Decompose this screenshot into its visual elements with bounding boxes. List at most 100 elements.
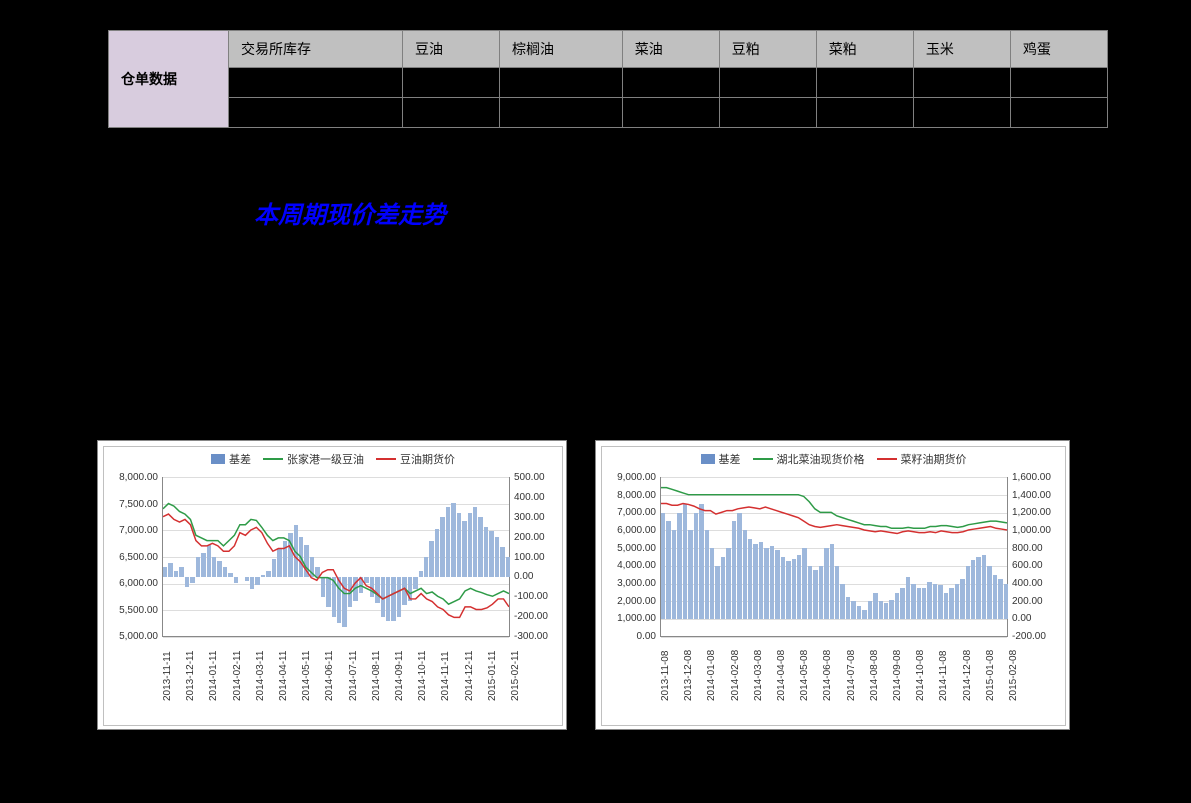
x-tick-label: 2014-06-11 [324,651,335,701]
x-tick-label: 2014-04-08 [776,650,787,701]
y-tick-label: 1,200.00 [1012,507,1062,518]
y-tick-label: 100.00 [514,552,564,563]
y-tick-label: 200.00 [1012,596,1062,607]
y-tick-label: 5,000.00 [106,631,158,642]
table-cell [816,68,913,98]
y-tick-label: 0.00 [604,631,656,642]
table-cell [719,98,816,128]
x-tick-label: 2014-07-11 [348,651,359,701]
col-header: 豆油 [402,31,499,68]
y-tick-label: 400.00 [1012,578,1062,589]
y-tick-label: 1,000.00 [1012,525,1062,536]
y-tick-label: -200.00 [1012,631,1062,642]
y-tick-label: 9,000.00 [604,472,656,483]
table-cell [622,98,719,128]
x-tick-label: 2014-11-08 [938,651,949,701]
y-tick-label: 7,000.00 [604,507,656,518]
chart-legend: 基差张家港一级豆油豆油期货价 [211,451,455,467]
y-tick-label: -200.00 [514,611,564,622]
col-header: 豆粕 [719,31,816,68]
y-tick-label: 8,000.00 [604,490,656,501]
x-tick-label: 2014-03-11 [255,651,266,701]
y-tick-label: -300.00 [514,631,564,642]
col-header: 菜粕 [816,31,913,68]
x-tick-label: 2015-02-08 [1008,650,1019,701]
y-tick-label: 0.00 [514,571,564,582]
x-tick-label: 2015-02-11 [510,651,521,701]
x-tick-label: 2013-12-08 [683,650,694,701]
y-tick-label: 1,400.00 [1012,490,1062,501]
legend-item: 豆油期货价 [376,451,455,467]
x-tick-label: 2013-12-11 [185,651,196,701]
legend-item: 湖北菜油现货价格 [753,451,865,467]
x-tick-label: 2014-02-11 [232,651,243,701]
y-tick-label: 500.00 [514,472,564,483]
section-title: 本周期现价差走势 [254,195,446,230]
x-tick-label: 2014-12-11 [464,651,475,701]
legend-item: 菜籽油期货价 [877,451,967,467]
table-cell [1010,98,1107,128]
table-cell [500,68,623,98]
table-cell [1010,68,1107,98]
y-tick-label: 5,500.00 [106,605,158,616]
legend-item: 基差 [211,451,251,467]
y-tick-label: 6,500.00 [106,552,158,563]
table-cell [719,68,816,98]
y-tick-label: 4,000.00 [604,560,656,571]
col-header: 玉米 [913,31,1010,68]
x-tick-label: 2014-08-11 [371,651,382,701]
y-tick-label: 1,000.00 [604,613,656,624]
y-tick-label: 2,000.00 [604,596,656,607]
warehouse-data-table: 仓单数据 交易所库存 豆油 棕榈油 菜油 豆粕 菜粕 玉米 鸡蛋 [108,30,1108,128]
table-cell [229,98,403,128]
y-tick-label: -100.00 [514,591,564,602]
y-tick-label: 1,600.00 [1012,472,1062,483]
rapeseed-oil-chart: 基差湖北菜油现货价格菜籽油期货价 9,000.00 8,000.00 7,000.00… [595,440,1070,730]
y-tick-label: 600.00 [1012,560,1062,571]
x-tick-label: 2014-06-08 [822,650,833,701]
y-tick-label: 6,000.00 [604,525,656,536]
table-cell [402,98,499,128]
y-tick-label: 7,500.00 [106,499,158,510]
x-tick-label: 2014-07-08 [846,650,857,701]
col-header: 鸡蛋 [1010,31,1107,68]
table-cell [402,68,499,98]
y-tick-label: 6,000.00 [106,578,158,589]
y-tick-label: 5,000.00 [604,543,656,554]
x-tick-label: 2014-03-08 [753,650,764,701]
x-tick-label: 2014-02-08 [730,650,741,701]
table-cell [500,98,623,128]
y-tick-label: 8,000.00 [106,472,158,483]
y-tick-label: 7,000.00 [106,525,158,536]
x-tick-label: 2014-05-08 [799,650,810,701]
x-tick-label: 2014-09-11 [394,651,405,701]
x-tick-label: 2014-12-08 [962,650,973,701]
legend-item: 基差 [701,451,741,467]
y-tick-label: 300.00 [514,512,564,523]
x-tick-label: 2014-01-11 [208,651,219,701]
chart-legend: 基差湖北菜油现货价格菜籽油期货价 [701,451,967,467]
x-tick-label: 2014-08-08 [869,650,880,701]
col-header: 棕榈油 [500,31,623,68]
legend-item: 张家港一级豆油 [263,451,364,467]
y-tick-label: 800.00 [1012,543,1062,554]
table-cell [229,68,403,98]
x-tick-label: 2014-11-11 [440,651,451,701]
y-tick-label: 3,000.00 [604,578,656,589]
table-cell [816,98,913,128]
x-tick-label: 2013-11-11 [162,651,173,701]
table-row-header: 仓单数据 [109,31,229,128]
x-tick-label: 2015-01-11 [487,651,498,701]
x-tick-label: 2013-11-08 [660,651,671,701]
x-tick-label: 2014-04-11 [278,651,289,701]
y-tick-label: 200.00 [514,532,564,543]
table-cell [622,68,719,98]
x-tick-label: 2014-05-11 [301,651,312,701]
x-tick-label: 2014-10-11 [417,651,428,701]
y-tick-label: 400.00 [514,492,564,503]
x-tick-label: 2014-01-08 [706,650,717,701]
x-tick-label: 2015-01-08 [985,650,996,701]
table-cell [913,98,1010,128]
col-header: 菜油 [622,31,719,68]
x-tick-label: 2014-10-08 [915,650,926,701]
